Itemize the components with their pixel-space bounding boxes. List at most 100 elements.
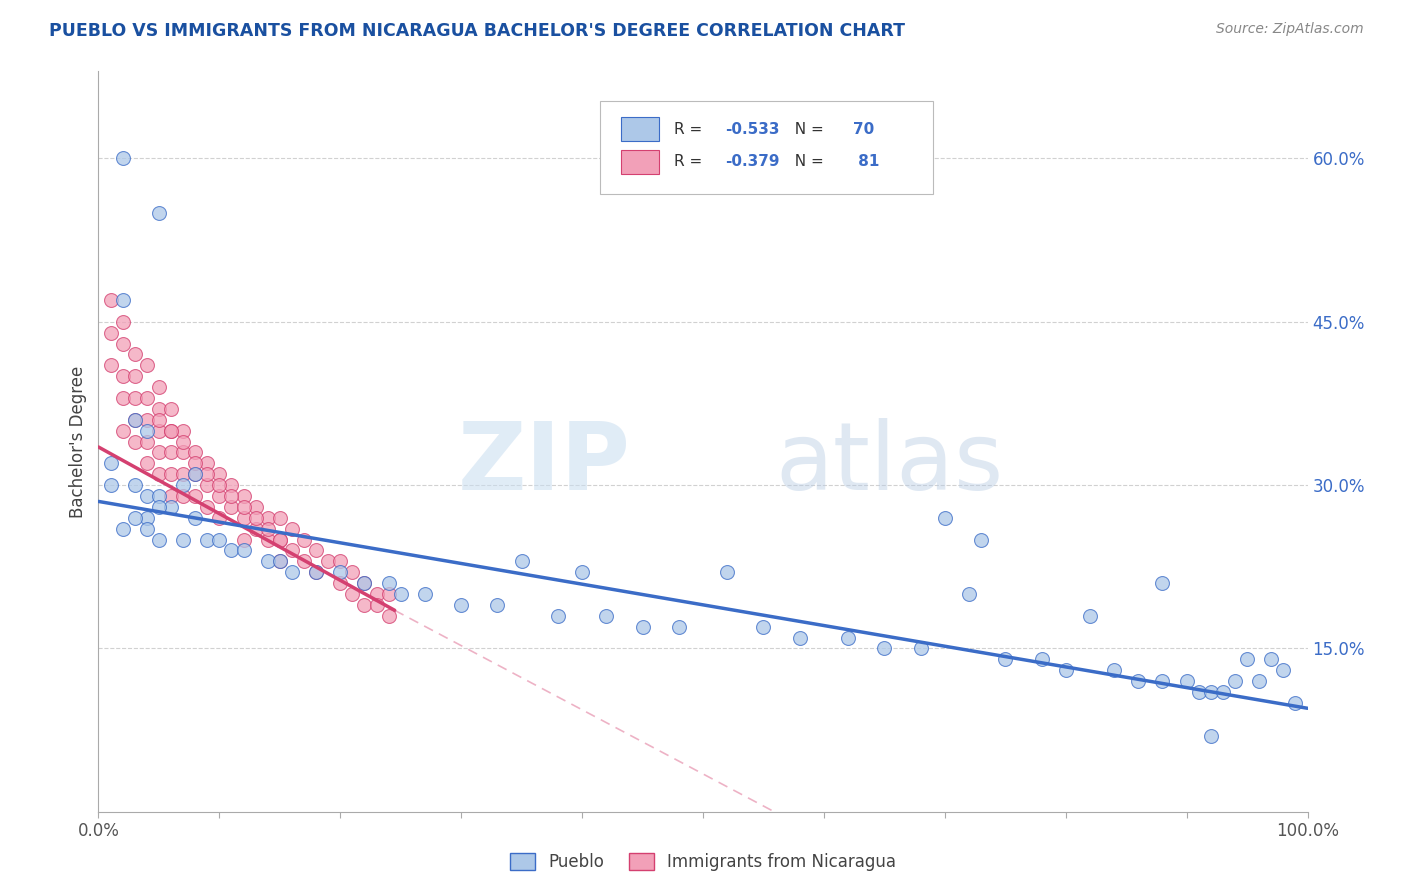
Y-axis label: Bachelor's Degree: Bachelor's Degree xyxy=(69,366,87,517)
Point xyxy=(281,565,304,579)
Point xyxy=(172,434,194,449)
Point xyxy=(100,326,122,340)
Point xyxy=(1078,608,1101,623)
Point xyxy=(100,359,122,373)
Point xyxy=(269,510,291,524)
Point xyxy=(281,543,304,558)
Point xyxy=(111,336,134,351)
Point xyxy=(160,489,183,503)
Point xyxy=(292,554,315,568)
Point xyxy=(1199,729,1222,743)
Point xyxy=(366,598,388,612)
Point xyxy=(377,587,399,601)
Point xyxy=(148,533,170,547)
Point xyxy=(256,554,278,568)
Point xyxy=(172,478,194,492)
Point xyxy=(232,533,254,547)
Bar xyxy=(621,150,659,174)
Point xyxy=(1272,663,1295,677)
Point xyxy=(342,565,364,579)
Point xyxy=(1223,674,1246,689)
Point xyxy=(353,576,375,591)
Point xyxy=(148,413,170,427)
Point xyxy=(934,510,956,524)
Point xyxy=(305,543,328,558)
Point xyxy=(172,445,194,459)
Point xyxy=(910,641,932,656)
Point xyxy=(221,500,243,514)
Text: -0.533: -0.533 xyxy=(724,121,779,136)
Point xyxy=(450,598,472,612)
Point xyxy=(184,489,207,503)
Point xyxy=(208,478,231,492)
Point xyxy=(221,489,243,503)
Point xyxy=(1188,685,1211,699)
Text: -0.379: -0.379 xyxy=(724,154,779,169)
Point xyxy=(124,510,146,524)
Point xyxy=(269,554,291,568)
Point xyxy=(232,543,254,558)
Point xyxy=(172,489,194,503)
Point xyxy=(1128,674,1150,689)
Text: 70: 70 xyxy=(853,121,875,136)
Text: Source: ZipAtlas.com: Source: ZipAtlas.com xyxy=(1216,22,1364,37)
Point xyxy=(245,510,267,524)
Text: N =: N = xyxy=(785,121,830,136)
Text: ZIP: ZIP xyxy=(457,417,630,509)
Legend: Pueblo, Immigrants from Nicaragua: Pueblo, Immigrants from Nicaragua xyxy=(503,846,903,878)
Point xyxy=(135,489,157,503)
Point xyxy=(111,369,134,384)
Text: N =: N = xyxy=(785,154,830,169)
Point xyxy=(135,359,157,373)
Point xyxy=(135,424,157,438)
Point xyxy=(1260,652,1282,666)
Point xyxy=(160,424,183,438)
Bar xyxy=(621,117,659,141)
Text: PUEBLO VS IMMIGRANTS FROM NICARAGUA BACHELOR'S DEGREE CORRELATION CHART: PUEBLO VS IMMIGRANTS FROM NICARAGUA BACH… xyxy=(49,22,905,40)
Point xyxy=(135,391,157,405)
Point xyxy=(148,206,170,220)
Point xyxy=(269,554,291,568)
Point xyxy=(329,576,352,591)
Text: R =: R = xyxy=(673,154,707,169)
Point xyxy=(269,533,291,547)
Point xyxy=(148,489,170,503)
Point xyxy=(353,598,375,612)
Point xyxy=(595,608,617,623)
Point xyxy=(135,510,157,524)
Point xyxy=(172,467,194,482)
Point xyxy=(148,424,170,438)
Point xyxy=(148,445,170,459)
Point xyxy=(377,576,399,591)
Point xyxy=(208,467,231,482)
Point xyxy=(184,467,207,482)
Point xyxy=(256,533,278,547)
Text: 81: 81 xyxy=(853,154,879,169)
Point xyxy=(148,500,170,514)
Point xyxy=(970,533,993,547)
Point xyxy=(245,522,267,536)
Point xyxy=(1212,685,1234,699)
Point xyxy=(172,424,194,438)
Text: R =: R = xyxy=(673,121,707,136)
Point xyxy=(1152,674,1174,689)
Point xyxy=(124,347,146,361)
Point xyxy=(124,478,146,492)
Point xyxy=(377,608,399,623)
Point xyxy=(716,565,738,579)
Point xyxy=(160,401,183,416)
Point xyxy=(342,587,364,601)
Point xyxy=(208,489,231,503)
Point xyxy=(837,631,859,645)
Point xyxy=(1175,674,1198,689)
Point xyxy=(994,652,1017,666)
Point xyxy=(1152,576,1174,591)
Point xyxy=(1054,663,1077,677)
Point xyxy=(1236,652,1258,666)
Point xyxy=(111,315,134,329)
Point xyxy=(221,543,243,558)
Point xyxy=(413,587,436,601)
Point xyxy=(245,500,267,514)
Point xyxy=(1031,652,1053,666)
Point xyxy=(111,522,134,536)
